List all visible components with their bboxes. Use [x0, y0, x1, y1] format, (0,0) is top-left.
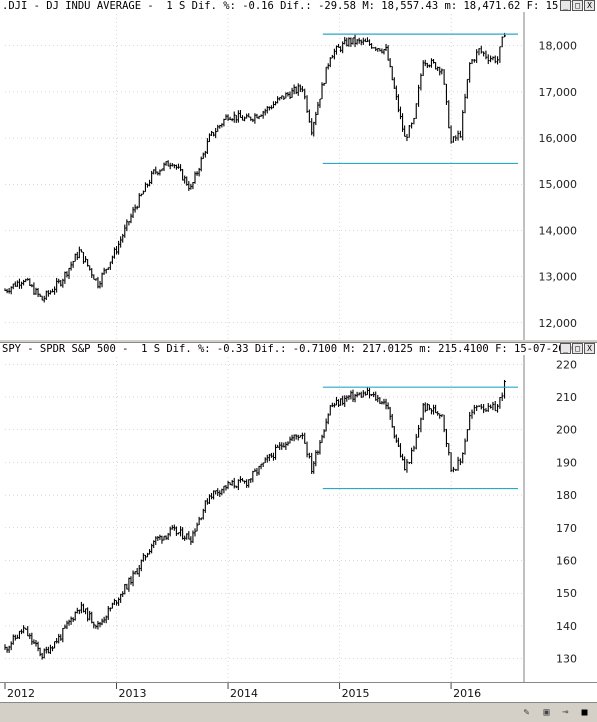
- minimize-button[interactable]: _: [560, 343, 571, 354]
- maximize-button[interactable]: □: [572, 0, 583, 11]
- brush-icon[interactable]: ✎: [523, 707, 530, 718]
- x-tick-label: 2014: [230, 687, 258, 700]
- y-tick-label: 16,000: [539, 132, 578, 145]
- pin-icon[interactable]: ⊸: [562, 707, 569, 718]
- dji-chart: 12,000 13,000 14,000 15,000 16,000 17,000 18,0…: [4, 0, 578, 340]
- dji-pane: 12,000 13,000 14,000 15,000 16,000 17,000 18,0…: [0, 0, 597, 340]
- x-tick-label: 2013: [119, 687, 147, 700]
- y-tick-label: 190: [556, 456, 577, 469]
- spy-window-buttons: _ □ X: [560, 343, 595, 355]
- x-tick-label: 2012: [7, 687, 35, 700]
- dji-window-buttons: _ □ X: [560, 0, 595, 12]
- time-axis: 2012 2013 2014 2015 2016: [0, 682, 597, 703]
- price-series: [4, 379, 507, 660]
- y-tick-label: 200: [556, 424, 577, 437]
- save-icon[interactable]: ▣: [543, 707, 550, 718]
- spy-pane-title: SPY - SPDR S&P 500 - 1 S Dif. %: -0.33 D…: [2, 343, 578, 355]
- spy-chart: 130 140 150 160 170 180 190 200 210 220: [4, 343, 577, 683]
- y-tick-label: 160: [556, 555, 577, 568]
- minimize-button[interactable]: _: [560, 0, 571, 11]
- time-axis-svg: 2012 2013 2014 2015 2016: [4, 683, 481, 700]
- price-series: [4, 32, 507, 303]
- dji-pane-title: .DJI - DJ INDU AVERAGE - 1 S Dif. %: -0.…: [2, 0, 584, 12]
- y-tick-label: 150: [556, 587, 577, 600]
- close-button[interactable]: X: [584, 0, 595, 11]
- x-tick-label: 2015: [342, 687, 370, 700]
- close-button[interactable]: X: [584, 343, 595, 354]
- y-tick-label: 170: [556, 522, 577, 535]
- y-tick-label: 13,000: [539, 271, 578, 284]
- color-square-icon[interactable]: ■: [581, 707, 588, 718]
- y-tick-label: 210: [556, 391, 577, 404]
- y-tick-label: 180: [556, 489, 577, 502]
- y-tick-label: 15,000: [539, 178, 578, 191]
- y-tick-label: 12,000: [539, 317, 578, 330]
- spy-pane: 130 140 150 160 170 180 190 200 210 220 SPY - SPD…: [0, 342, 597, 683]
- y-tick-label: 220: [556, 358, 577, 371]
- maximize-button[interactable]: □: [572, 343, 583, 354]
- y-tick-label: 130: [556, 653, 577, 666]
- y-tick-label: 140: [556, 620, 577, 633]
- y-tick-label: 17,000: [539, 86, 578, 99]
- y-tick-label: 14,000: [539, 224, 578, 237]
- bottom-toolbar: ✎ ▣ ⊸ ■: [0, 702, 597, 722]
- y-tick-label: 18,000: [539, 40, 578, 53]
- x-tick-label: 2016: [453, 687, 481, 700]
